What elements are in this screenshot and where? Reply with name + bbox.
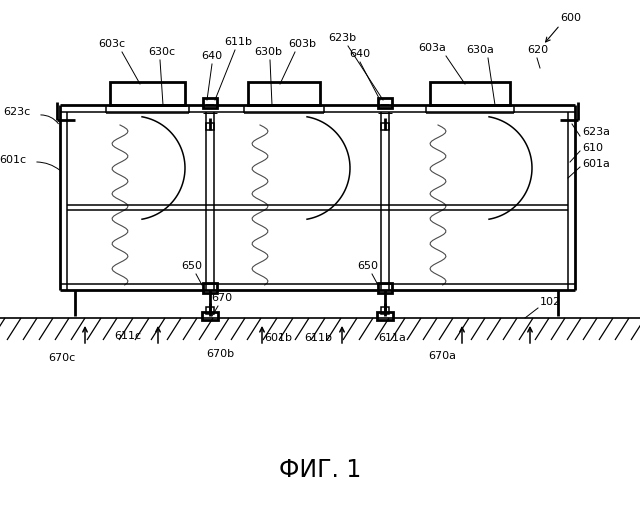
Bar [206,123,214,130]
Bar [110,82,185,105]
Text: 620: 620 [527,45,548,55]
Text: 610: 610 [582,143,603,153]
Text: 102: 102 [540,297,561,307]
Text: 670a: 670a [428,351,456,361]
Text: 630b: 630b [254,47,282,57]
Text: 611c: 611c [115,331,141,341]
Text: 630c: 630c [148,47,175,57]
Bar [381,123,389,130]
Text: 601c: 601c [0,155,26,165]
Text: 603a: 603a [418,43,446,53]
Text: 650: 650 [182,261,202,271]
Text: 640: 640 [349,49,371,59]
Text: 600: 600 [560,13,581,23]
Text: 611a: 611a [378,333,406,343]
Bar [381,307,389,314]
Bar [248,82,320,105]
Text: 601a: 601a [582,159,610,169]
Text: 630a: 630a [466,45,494,55]
Text: 611b: 611b [304,333,332,343]
Bar [203,98,217,108]
Bar [203,283,217,293]
Bar [378,98,392,108]
Bar [202,312,218,320]
Text: 640: 640 [202,51,223,61]
Text: 603c: 603c [99,39,125,49]
Text: 623c: 623c [3,107,30,117]
Text: 670b: 670b [206,349,234,359]
Text: 603b: 603b [288,39,316,49]
Bar [206,307,214,314]
Bar [377,312,393,320]
Text: 601b: 601b [264,333,292,343]
Text: 623b: 623b [328,33,356,43]
Text: 623a: 623a [582,127,610,137]
Text: 670c: 670c [49,353,76,363]
Text: 611b: 611b [224,37,252,47]
Text: ФИГ. 1: ФИГ. 1 [279,458,361,482]
Bar [378,283,392,293]
Bar [430,82,510,105]
Text: 670: 670 [211,293,232,303]
Text: 650: 650 [358,261,378,271]
